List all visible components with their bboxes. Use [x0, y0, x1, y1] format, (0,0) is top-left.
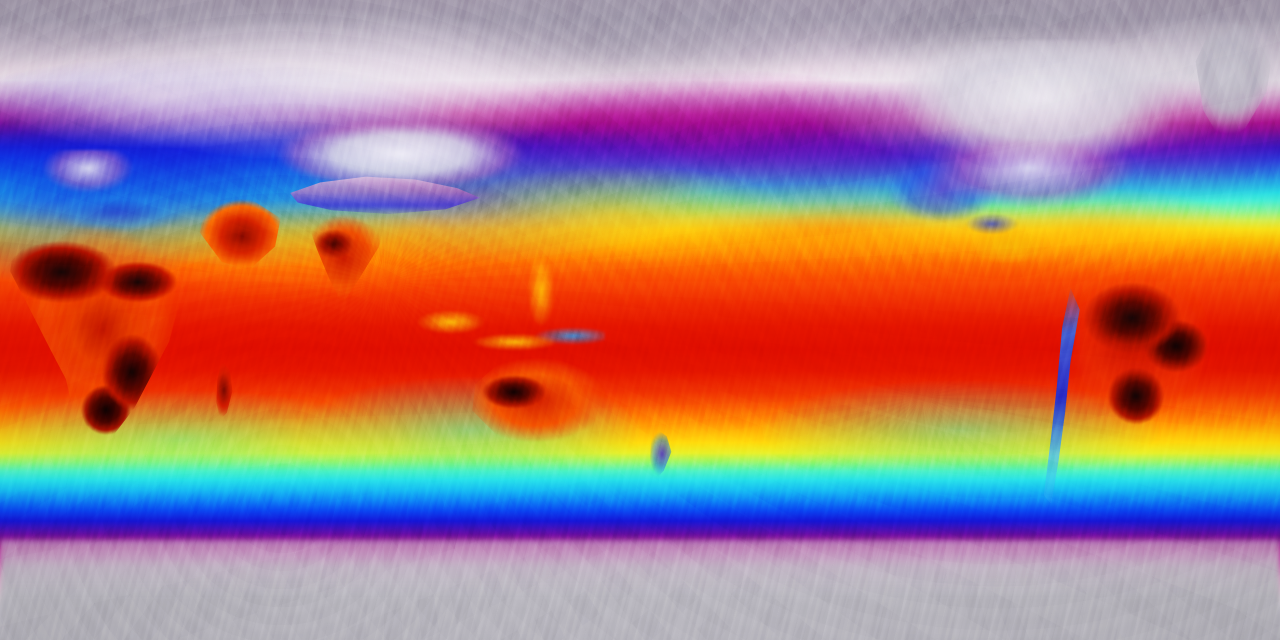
landmass-north-america [880, 40, 1210, 255]
landmass-arabia [199, 198, 281, 270]
landmass-himalaya [290, 176, 480, 215]
landmass-madagascar [216, 360, 233, 420]
landmass-greenland [1195, 20, 1273, 144]
landmass-andes [1043, 288, 1080, 504]
landmass-antarctica [0, 540, 1280, 640]
landmass-new-zealand [650, 428, 672, 480]
landmass-mexico [950, 200, 1080, 280]
landmass-southeast-asia [395, 250, 605, 370]
landmass-tibetan-plateau [276, 118, 526, 190]
landmass-india [305, 210, 387, 305]
landmass-europe [28, 150, 218, 260]
landmass-australia [472, 352, 626, 454]
landmass-south-america [1056, 266, 1232, 511]
landmass-africa [10, 214, 219, 441]
